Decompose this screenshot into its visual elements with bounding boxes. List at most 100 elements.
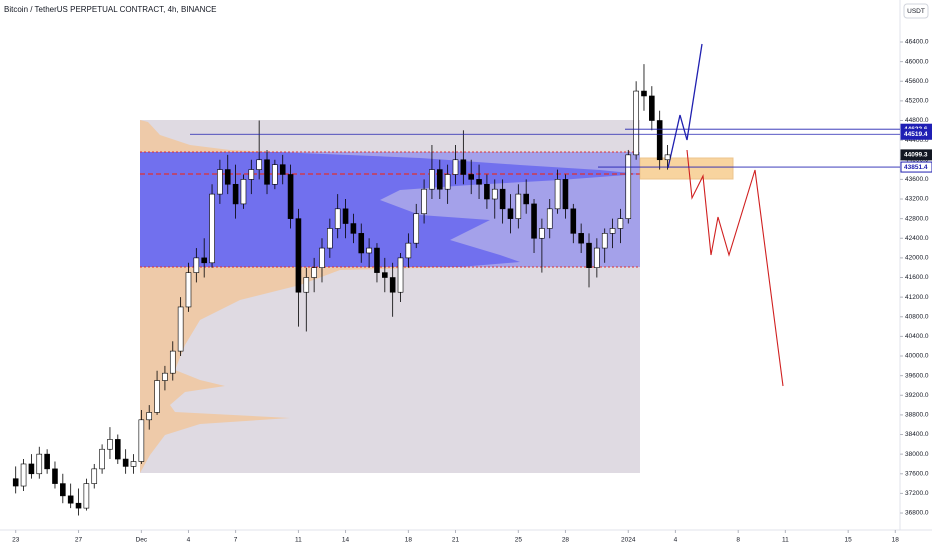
candle-body (468, 174, 475, 180)
candle-body (515, 193, 522, 219)
candle-body (75, 502, 82, 509)
candle-body (327, 228, 333, 249)
candle-body (287, 174, 294, 219)
candle-body (554, 179, 561, 210)
y-tick-label: 42000.0 (905, 255, 929, 262)
candle-body (217, 169, 223, 195)
y-tick-label: 46400.0 (905, 39, 929, 46)
candle-body (429, 169, 435, 190)
candle-body (617, 218, 624, 229)
candle-body (633, 90, 639, 156)
candle-body (366, 247, 372, 254)
x-tick-label: 2024 (621, 537, 636, 544)
candle-body (436, 169, 443, 190)
candle-body (20, 463, 27, 487)
candle-body (177, 306, 184, 352)
candle-body (303, 277, 310, 293)
currency[interactable]: USDT (907, 8, 925, 15)
candle-body (130, 461, 137, 467)
x-tick-label: 18 (405, 537, 413, 544)
x-tick-label: 25 (515, 537, 523, 544)
candle-body (240, 179, 247, 205)
x-tick-label: 28 (562, 537, 570, 544)
candle-body (91, 468, 98, 484)
candle-body (476, 179, 482, 185)
candle-body (311, 267, 317, 278)
x-tick-label: 23 (12, 537, 20, 544)
candle-body (162, 372, 168, 381)
candle-body (421, 188, 427, 215)
candle-body (601, 233, 608, 249)
y-tick-label: 40800.0 (905, 313, 929, 320)
candle-body (295, 218, 302, 293)
candle-body (146, 412, 153, 421)
y-tick-label: 43200.0 (905, 196, 929, 203)
candle-body (664, 154, 671, 161)
x-tick-label: 4 (187, 537, 191, 544)
candle-body (154, 380, 160, 413)
candle-body (656, 120, 663, 161)
candle-body (201, 257, 207, 264)
price-label: 44099.3 (904, 152, 928, 159)
candle-body (484, 183, 490, 200)
x-tick-label: Dec (136, 537, 148, 544)
y-tick-label: 44400.0 (905, 137, 929, 144)
candle-body (539, 228, 545, 239)
candle-body (405, 242, 412, 259)
candle-body (350, 223, 357, 234)
candle-body (594, 247, 600, 268)
candle-body (491, 188, 498, 200)
x-tick-label: 18 (892, 537, 900, 544)
y-tick-label: 39200.0 (905, 392, 929, 399)
y-tick-label: 38400.0 (905, 431, 929, 438)
candle-body (562, 179, 569, 210)
candle-body (264, 159, 270, 185)
candle-body (334, 208, 341, 229)
candle-body (107, 439, 113, 450)
candle-body (52, 468, 58, 484)
candle-body (193, 257, 200, 273)
candle-body (99, 448, 105, 470)
candle-body (60, 483, 66, 497)
candle-body (570, 208, 577, 234)
x-tick-label: 27 (75, 537, 83, 544)
candle-body (36, 453, 43, 475)
candle-body (641, 90, 647, 97)
candle-body (209, 193, 215, 264)
candle-body (272, 164, 278, 185)
y-tick-label: 45600.0 (905, 78, 929, 85)
y-tick-label: 38800.0 (905, 412, 929, 419)
candle-body (649, 95, 655, 121)
candle-body (625, 154, 632, 219)
y-tick-label: 41200.0 (905, 294, 929, 301)
price-label: 43851.4 (904, 164, 928, 171)
x-tick-label: 11 (782, 537, 789, 544)
y-tick-label: 44800.0 (905, 117, 929, 124)
x-tick-label: 14 (342, 537, 350, 544)
candle-body (389, 277, 396, 293)
candle-body (138, 419, 145, 462)
zone-box (639, 157, 734, 180)
y-tick-label: 36800.0 (905, 510, 929, 517)
y-tick-label: 37200.0 (905, 490, 929, 497)
currency-box[interactable] (903, 3, 929, 19)
candle-body (444, 174, 451, 190)
candle-body (546, 208, 553, 229)
candle-body (115, 439, 121, 460)
x-tick-label: 15 (845, 537, 853, 544)
candle-body (586, 242, 592, 268)
y-tick-label: 39600.0 (905, 372, 929, 379)
y-tick-label: 43600.0 (905, 176, 929, 183)
x-tick-label: 11 (295, 537, 302, 544)
candle-body (12, 478, 19, 487)
candle-body (67, 495, 74, 504)
candle-body (122, 458, 129, 467)
y-tick-label: 37600.0 (905, 470, 929, 477)
bull-projection (667, 43, 703, 169)
price-label-box (900, 161, 932, 173)
candle-body (28, 463, 35, 475)
candle-body (499, 188, 506, 210)
candle-body (523, 193, 529, 205)
candle-body (279, 164, 286, 175)
candle-body (358, 233, 365, 254)
